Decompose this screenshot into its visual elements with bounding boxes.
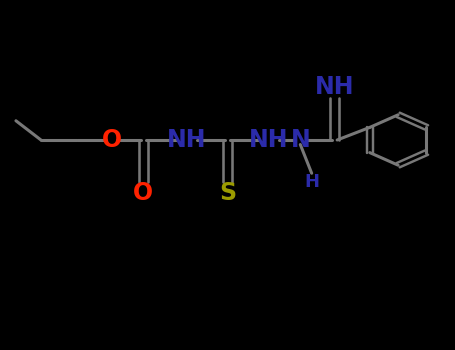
Text: N: N xyxy=(290,128,310,152)
Text: O: O xyxy=(133,181,153,204)
Text: H: H xyxy=(304,173,319,191)
Text: S: S xyxy=(219,181,236,204)
Text: O: O xyxy=(101,128,121,152)
Text: NH: NH xyxy=(315,76,354,99)
Text: NH: NH xyxy=(249,128,288,152)
Text: NH: NH xyxy=(167,128,206,152)
